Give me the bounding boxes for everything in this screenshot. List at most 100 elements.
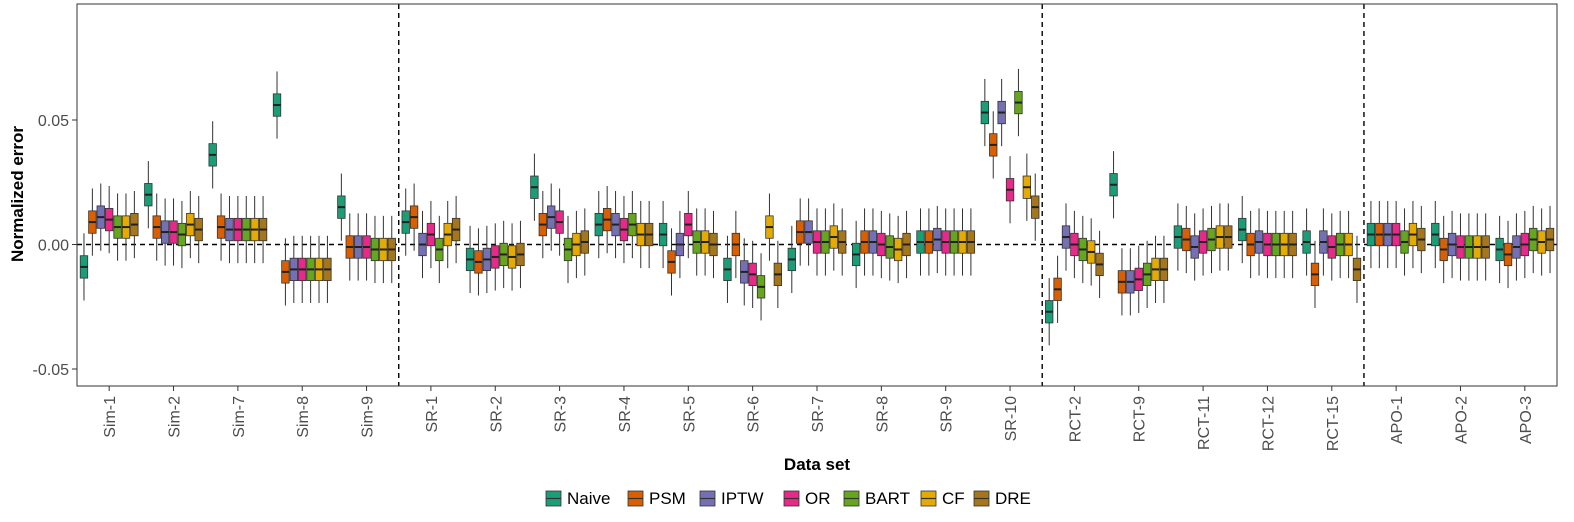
box-PSM-SR-4: [603, 185, 612, 254]
box-CF-RCT-9: [1151, 235, 1160, 304]
legend-label: DRE: [995, 489, 1031, 508]
x-tick-label: SR-1: [424, 396, 441, 433]
y-tick-label: 0.05: [38, 113, 69, 130]
box-PSM-SR-7: [796, 198, 805, 266]
category-group-APO-3: [1495, 205, 1555, 289]
box-CF-SR-1: [443, 200, 452, 269]
legend-label: CF: [942, 489, 965, 508]
box-BART-SR-6: [756, 253, 766, 321]
box-IPTW-RCT-12: [1254, 208, 1264, 276]
box-CF-APO-2: [1473, 213, 1482, 281]
box-PSM-SR-5: [667, 228, 676, 296]
box-Naive-APO-2: [1431, 200, 1440, 269]
box-CF-RCT-15: [1344, 210, 1353, 279]
box-BART-RCT-11: [1207, 205, 1216, 274]
x-tick-label: SR-2: [488, 396, 505, 433]
box-DRE-APO-1: [1417, 205, 1426, 274]
box-OR-Sim-9: [362, 213, 371, 281]
x-tick-label: APO-2: [1453, 396, 1470, 444]
box-DRE-RCT-12: [1288, 210, 1297, 279]
box-OR-SR-9: [941, 208, 950, 276]
box-IPTW-SR-1: [418, 210, 427, 279]
box-Naive-APO-1: [1366, 200, 1376, 269]
box-BART-SR-3: [563, 215, 573, 284]
category-group-SR-2: [465, 220, 525, 296]
category-group-RCT-2: [1045, 203, 1104, 346]
box-BART-Sim-1: [113, 193, 122, 261]
box-DRE-SR-7: [838, 208, 847, 276]
box-CF-APO-3: [1537, 208, 1546, 276]
box-PSM-SR-8: [860, 208, 869, 276]
x-tick-label: SR-6: [746, 396, 763, 433]
legend-item-OR: OR: [783, 489, 831, 508]
box-IPTW-SR-8: [868, 208, 878, 276]
box-Naive-RCT-15: [1302, 208, 1311, 276]
box-CF-RCT-12: [1280, 210, 1289, 279]
x-tick-label: SR-5: [681, 396, 698, 433]
box-CF-APO-1: [1408, 200, 1418, 269]
box-CF-SR-10: [1022, 153, 1031, 221]
box-IPTW-RCT-11: [1190, 213, 1199, 281]
box-PSM-APO-3: [1503, 220, 1513, 289]
box-OR-APO-2: [1456, 213, 1465, 281]
x-tick-label: SR-8: [874, 396, 891, 433]
category-group-Sim-2: [144, 161, 203, 269]
box-OR-RCT-15: [1327, 213, 1336, 281]
box-DRE-SR-4: [645, 200, 654, 269]
box-BART-SR-10: [1014, 68, 1023, 137]
box-BART-SR-1: [435, 215, 444, 284]
box-OR-SR-7: [812, 208, 822, 276]
x-tick-label: RCT-11: [1196, 396, 1213, 450]
box-IPTW-RCT-9: [1126, 248, 1135, 316]
box-PSM-Sim-8: [281, 238, 290, 306]
box-Naive-SR-10: [980, 78, 989, 147]
box-Naive-SR-2: [465, 225, 475, 294]
legend-item-PSM: PSM: [627, 489, 686, 508]
box-OR-Sim-2: [169, 198, 178, 266]
box-IPTW-Sim-1: [96, 183, 105, 251]
x-tick-label: RCT-15: [1325, 396, 1342, 451]
box-OR-APO-3: [1520, 210, 1529, 279]
category-group-SR-4: [594, 185, 654, 269]
category-group-RCT-9: [1109, 151, 1169, 316]
box-CF-RCT-2: [1087, 218, 1096, 286]
category-group-Sim-8: [272, 71, 332, 306]
box-PSM-RCT-2: [1053, 255, 1062, 323]
x-tick-label: APO-1: [1389, 396, 1406, 444]
box-IPTW-APO-3: [1512, 213, 1521, 281]
box-Naive-RCT-2: [1045, 278, 1054, 346]
box-OR-SR-6: [748, 240, 757, 308]
x-tick-label: RCT-2: [1067, 396, 1084, 442]
category-group-SR-1: [401, 183, 461, 284]
legend-label: OR: [805, 489, 831, 508]
box-BART-RCT-15: [1336, 210, 1345, 279]
box-CF-SR-2: [507, 223, 517, 291]
box-PSM-RCT-12: [1246, 210, 1255, 279]
box-OR-SR-3: [555, 188, 564, 256]
category-group-Sim-9: [337, 173, 396, 284]
box-BART-SR-7: [821, 208, 830, 276]
legend-item-Naive: Naive: [545, 489, 610, 508]
box-BART-Sim-9: [370, 215, 380, 284]
category-group-RCT-11: [1173, 203, 1233, 281]
category-group-SR-10: [980, 68, 1040, 241]
box-Naive-SR-9: [916, 208, 925, 276]
box-DRE-Sim-8: [323, 235, 332, 304]
box-OR-SR-4: [619, 195, 629, 264]
box-DRE-SR-10: [1031, 173, 1040, 241]
box-Naive-SR-6: [723, 235, 732, 304]
box-BART-RCT-12: [1271, 210, 1280, 279]
box-CF-RCT-11: [1215, 203, 1225, 271]
x-tick-label: SR-7: [810, 396, 827, 433]
box-CF-Sim-8: [314, 235, 324, 304]
box-Naive-Sim-2: [144, 161, 153, 229]
box-Naive-APO-3: [1495, 215, 1504, 284]
box-IPTW-SR-6: [740, 238, 749, 306]
box-DRE-SR-1: [451, 195, 461, 264]
box-IPTW-Sim-7: [225, 195, 234, 264]
box-OR-RCT-12: [1263, 210, 1272, 279]
box-Naive-SR-1: [401, 188, 410, 256]
box-PSM-SR-1: [409, 183, 419, 251]
box-CF-Sim-2: [186, 190, 195, 259]
